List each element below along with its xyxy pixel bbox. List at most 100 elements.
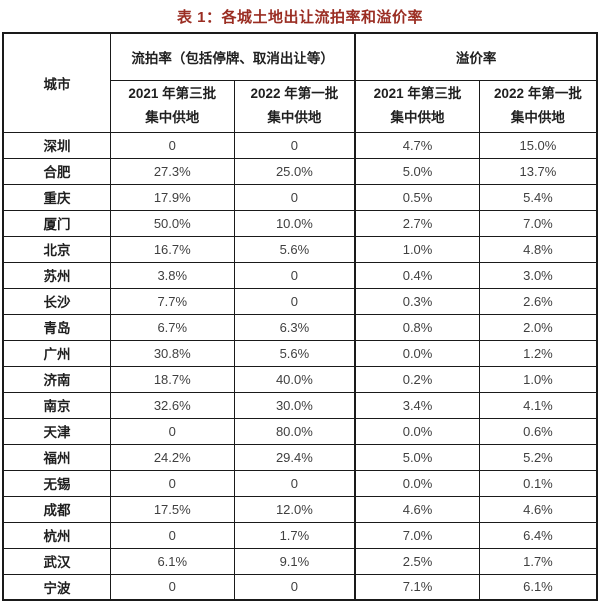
value-cell: 16.7% [110, 235, 235, 263]
city-cell: 宁波 [2, 573, 111, 601]
table-row: 南京 32.6% 30.0% 3.4% 4.1% [2, 391, 598, 419]
batch-line-2: 集中供地 [145, 110, 200, 125]
batch-line-1: 2022 年第一批 [250, 86, 339, 101]
value-cell: 0 [110, 131, 235, 159]
batch-line-1: 2021 年第三批 [373, 86, 462, 101]
table-row: 青岛 6.7% 6.3% 0.8% 2.0% [2, 313, 598, 341]
value-cell: 4.1% [478, 391, 598, 419]
city-cell: 南京 [2, 391, 111, 419]
value-cell: 0 [110, 417, 235, 445]
value-cell: 30.8% [110, 339, 235, 367]
value-cell: 3.0% [478, 261, 598, 289]
table-row: 无锡 0 0 0.0% 0.1% [2, 469, 598, 497]
city-cell: 北京 [2, 235, 111, 263]
batch-line-2: 集中供地 [510, 110, 565, 125]
value-cell: 0.0% [354, 469, 480, 497]
value-cell: 25.0% [233, 157, 356, 185]
value-cell: 12.0% [233, 495, 356, 523]
value-cell: 0.3% [354, 287, 480, 315]
city-cell: 广州 [2, 339, 111, 367]
value-cell: 0 [233, 131, 356, 159]
value-cell: 1.7% [478, 547, 598, 575]
premium-2022-batch1-header: 2022 年第一批 集中供地 [478, 79, 598, 133]
value-cell: 5.2% [478, 443, 598, 471]
failure-2021-batch3-header: 2021 年第三批 集中供地 [110, 79, 235, 133]
value-cell: 6.1% [110, 547, 235, 575]
value-cell: 0.0% [354, 339, 480, 367]
value-cell: 13.7% [478, 157, 598, 185]
table-row: 广州 30.8% 5.6% 0.0% 1.2% [2, 339, 598, 367]
value-cell: 6.3% [233, 313, 356, 341]
city-cell: 福州 [2, 443, 111, 471]
value-cell: 2.5% [354, 547, 480, 575]
value-cell: 5.0% [354, 443, 480, 471]
city-cell: 济南 [2, 365, 111, 393]
batch-line-1: 2022 年第一批 [494, 86, 582, 101]
value-cell: 5.0% [354, 157, 480, 185]
value-cell: 0.0% [354, 417, 480, 445]
value-cell: 5.6% [233, 235, 356, 263]
city-cell: 厦门 [2, 209, 111, 237]
table-row: 济南 18.7% 40.0% 0.2% 1.0% [2, 365, 598, 393]
table-caption: 表 1：各城土地出让流拍率和溢价率 [176, 9, 423, 26]
value-cell: 1.2% [478, 339, 598, 367]
city-cell: 青岛 [2, 313, 111, 341]
batch-line-2: 集中供地 [267, 110, 322, 125]
city-cell: 天津 [2, 417, 111, 445]
value-cell: 0 [233, 183, 356, 211]
value-cell: 50.0% [110, 209, 235, 237]
table-row: 重庆 17.9% 0 0.5% 5.4% [2, 183, 598, 211]
value-cell: 32.6% [110, 391, 235, 419]
failure-2022-batch1-header: 2022 年第一批 集中供地 [233, 79, 356, 133]
value-cell: 2.0% [478, 313, 598, 341]
value-cell: 4.6% [478, 495, 598, 523]
value-cell: 7.0% [354, 521, 480, 549]
failure-rate-group-header: 流拍率（包括停牌、取消出让等） [110, 32, 356, 81]
value-cell: 18.7% [110, 365, 235, 393]
table-row: 武汉 6.1% 9.1% 2.5% 1.7% [2, 547, 598, 575]
value-cell: 0 [110, 469, 235, 497]
table-row: 成都 17.5% 12.0% 4.6% 4.6% [2, 495, 598, 523]
table-row: 厦门 50.0% 10.0% 2.7% 7.0% [2, 209, 598, 237]
value-cell: 0.1% [478, 469, 598, 497]
value-cell: 4.8% [478, 235, 598, 263]
value-cell: 30.0% [233, 391, 356, 419]
value-cell: 4.7% [354, 131, 480, 159]
value-cell: 2.6% [478, 287, 598, 315]
premium-2021-batch3-header: 2021 年第三批 集中供地 [354, 79, 480, 133]
header-row-batches: 2021 年第三批 集中供地 2022 年第一批 集中供地 2021 年第三批 … [3, 79, 598, 133]
value-cell: 0.5% [354, 183, 480, 211]
city-cell: 无锡 [2, 469, 111, 497]
value-cell: 0.2% [354, 365, 480, 393]
value-cell: 4.6% [354, 495, 480, 523]
value-cell: 27.3% [110, 157, 235, 185]
value-cell: 1.0% [478, 365, 598, 393]
city-cell: 武汉 [2, 547, 111, 575]
value-cell: 1.7% [233, 521, 356, 549]
table-header: 城市 流拍率（包括停牌、取消出让等） 溢价率 2021 年第三批 集中供地 20… [2, 32, 598, 133]
value-cell: 0.6% [478, 417, 598, 445]
value-cell: 5.4% [478, 183, 598, 211]
batch-line-1: 2021 年第三批 [128, 86, 217, 101]
value-cell: 7.7% [110, 287, 235, 315]
value-cell: 15.0% [478, 131, 598, 159]
city-cell: 成都 [2, 495, 111, 523]
value-cell: 1.0% [354, 235, 480, 263]
value-cell: 7.0% [478, 209, 598, 237]
table-row: 福州 24.2% 29.4% 5.0% 5.2% [2, 443, 598, 471]
city-cell: 苏州 [2, 261, 111, 289]
value-cell: 0 [233, 287, 356, 315]
table-row: 深圳 0 0 4.7% 15.0% [2, 131, 598, 159]
value-cell: 17.5% [110, 495, 235, 523]
table-row: 合肥 27.3% 25.0% 5.0% 13.7% [2, 157, 598, 185]
value-cell: 40.0% [233, 365, 356, 393]
value-cell: 9.1% [233, 547, 356, 575]
value-cell: 0 [233, 261, 356, 289]
city-cell: 深圳 [2, 131, 111, 159]
value-cell: 6.7% [110, 313, 235, 341]
city-cell: 合肥 [2, 157, 111, 185]
table-row: 宁波 0 0 7.1% 6.1% [2, 573, 598, 601]
value-cell: 2.7% [354, 209, 480, 237]
value-cell: 7.1% [354, 573, 480, 601]
